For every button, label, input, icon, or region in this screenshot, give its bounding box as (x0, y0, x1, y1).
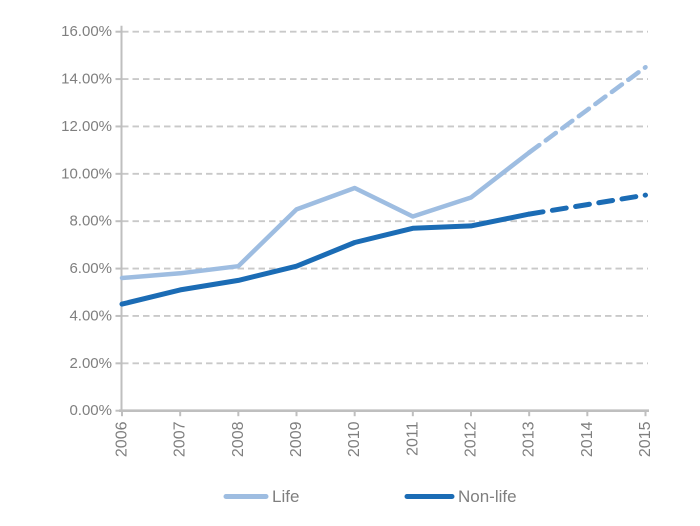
x-axis-label: 2015 (637, 421, 654, 457)
x-axis-label: 2011 (404, 421, 421, 456)
y-axis-label: 16.00% (61, 23, 112, 40)
y-axis-label: 10.00% (61, 165, 112, 182)
y-axis-label: 8.00% (69, 213, 112, 230)
non-life-line-dashed-forecast (526, 192, 648, 217)
x-axis-label: 2010 (346, 421, 363, 457)
x-axis-label: 2009 (288, 421, 305, 457)
life-line-dashed-forecast (526, 64, 648, 155)
x-axis-label: 2006 (114, 421, 131, 457)
x-axis-label: 2012 (463, 421, 480, 457)
y-axis-label: 6.00% (69, 260, 112, 277)
legend-label-non-life: Non-life (458, 487, 517, 506)
y-axis-label: 12.00% (61, 118, 112, 135)
legend-label-life: Life (272, 487, 299, 506)
y-axis-label: 4.00% (69, 307, 112, 324)
non-life-line-solid (119, 211, 532, 307)
x-axis-label: 2013 (521, 421, 538, 457)
y-axis-label: 0.00% (69, 402, 112, 419)
y-axis-label: 2.00% (69, 355, 112, 372)
x-axis-label: 2014 (579, 421, 596, 457)
y-axis-label: 14.00% (61, 71, 112, 88)
life-line-solid (119, 150, 532, 281)
x-axis-label: 2007 (172, 421, 189, 457)
x-axis-label: 2008 (230, 421, 247, 457)
